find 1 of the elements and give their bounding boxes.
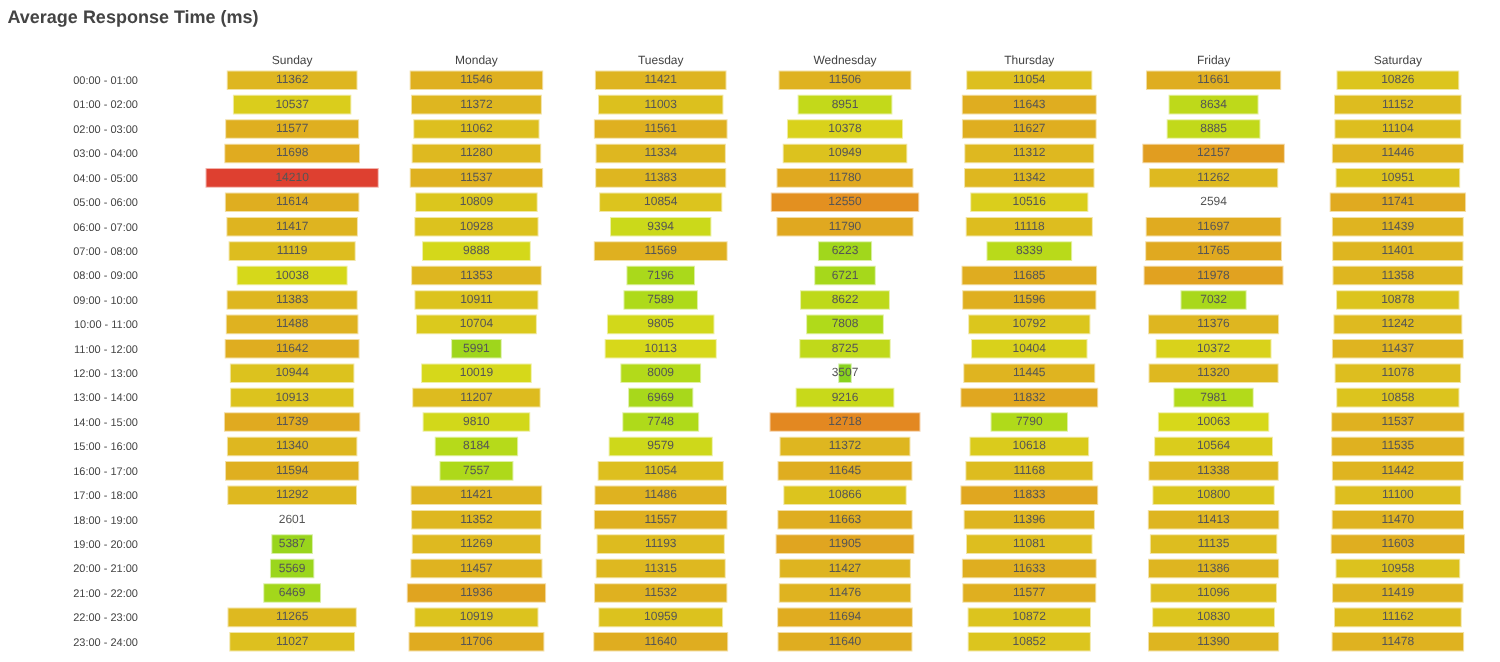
chart-title: Average Response Time (ms) <box>7 6 259 27</box>
